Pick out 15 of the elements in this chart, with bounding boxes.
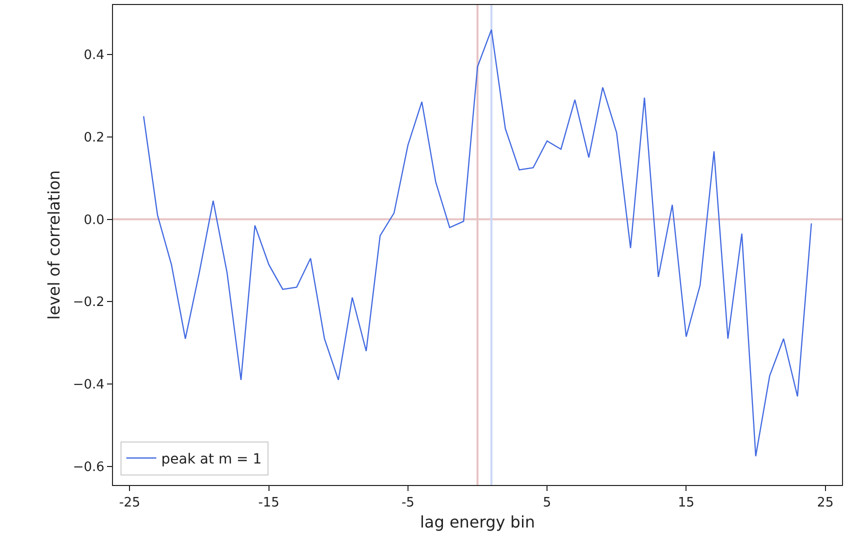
- x-tick-label: 25: [817, 496, 834, 511]
- y-tick-label: 0.2: [84, 130, 104, 146]
- x-axis-title: lag energy bin: [420, 512, 536, 532]
- x-tick-label: 15: [678, 496, 694, 511]
- y-tick-label: −0.2: [72, 295, 104, 310]
- x-tick-label: -15: [258, 496, 280, 511]
- y-tick-label: 0.0: [84, 212, 104, 228]
- x-tick-label: -5: [401, 496, 414, 511]
- x-tick-label: 5: [542, 496, 552, 511]
- legend-label: peak at m = 1: [161, 451, 262, 468]
- x-tick-label: -25: [119, 496, 140, 511]
- y-tick-label: −0.6: [72, 460, 104, 476]
- y-tick-label: −0.4: [72, 378, 104, 393]
- y-axis-title: level of correlation: [44, 170, 64, 320]
- y-tick-label: 0.4: [84, 48, 104, 63]
